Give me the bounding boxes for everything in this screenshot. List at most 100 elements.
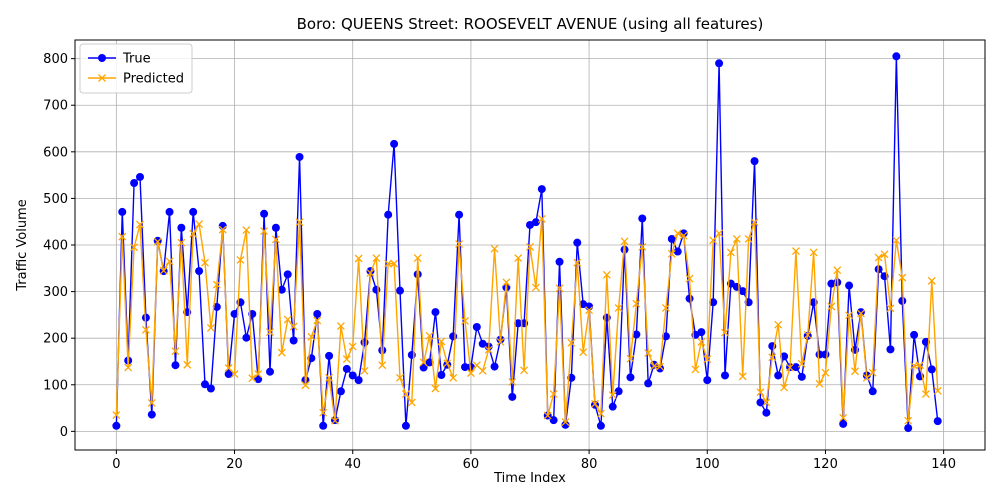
y-tick-label: 400: [43, 239, 68, 254]
data-point: [336, 387, 345, 396]
data-point: [431, 308, 440, 317]
data-point: [531, 283, 540, 292]
data-point: [224, 364, 233, 372]
data-point: [449, 332, 458, 341]
data-point: [709, 298, 718, 307]
data-point: [348, 342, 357, 351]
data-point: [378, 361, 387, 370]
data-point: [851, 367, 859, 376]
data-point: [933, 417, 942, 426]
chart-title: Boro: QUEENS Street: ROOSEVELT AVENUE (u…: [297, 15, 764, 33]
data-point: [514, 254, 523, 263]
data-point: [437, 337, 446, 346]
data-point: [124, 363, 133, 372]
data-point: [147, 410, 156, 419]
data-point: [295, 218, 304, 227]
data-point: [904, 416, 913, 425]
data-point: [201, 380, 209, 389]
y-tick-label: 600: [43, 145, 68, 160]
data-point: [325, 351, 334, 360]
data-point: [118, 232, 127, 241]
data-point: [555, 284, 564, 293]
data-point: [461, 316, 469, 325]
data-point: [218, 225, 227, 234]
data-point: [756, 398, 765, 407]
data-point: [715, 229, 724, 238]
data-point: [673, 229, 682, 238]
data-point: [136, 220, 144, 229]
data-point: [212, 280, 221, 289]
data-point: [266, 328, 274, 337]
data-point: [189, 229, 198, 238]
data-point: [153, 237, 162, 246]
data-point: [596, 421, 605, 430]
data-point: [821, 368, 830, 377]
data-point: [153, 236, 162, 245]
legend-marker: [98, 74, 106, 82]
data-point: [537, 214, 546, 223]
data-point: [201, 258, 209, 267]
data-point: [136, 172, 144, 181]
data-point: [212, 302, 221, 311]
data-point: [703, 355, 712, 364]
legend-label: True: [122, 52, 151, 67]
data-point: [685, 274, 694, 283]
data-point: [401, 421, 410, 430]
data-point: [744, 234, 753, 243]
data-point: [821, 350, 830, 359]
data-point: [543, 411, 552, 420]
data-point: [419, 358, 428, 367]
data-point: [839, 413, 848, 422]
data-point: [661, 303, 670, 312]
x-tick-label: 140: [931, 457, 956, 472]
data-point: [549, 390, 558, 399]
data-point: [266, 367, 274, 376]
data-point: [260, 209, 269, 218]
series-predicted: [112, 214, 942, 427]
data-point: [159, 266, 168, 275]
data-point: [732, 234, 741, 243]
data-point: [892, 236, 901, 245]
data-point: [407, 350, 416, 359]
data-point: [472, 323, 481, 331]
data-point: [360, 366, 369, 375]
data-point: [254, 375, 263, 384]
x-tick-label: 0: [112, 457, 120, 472]
data-point: [130, 179, 139, 188]
data-point: [478, 366, 487, 375]
data-point: [596, 409, 605, 418]
x-tick-label: 100: [695, 457, 720, 472]
data-point: [874, 253, 883, 262]
data-point: [171, 361, 180, 370]
data-point: [165, 207, 174, 216]
data-point: [644, 379, 653, 388]
data-point: [632, 299, 641, 308]
data-point: [786, 363, 794, 372]
data-point: [815, 379, 824, 388]
data-point: [691, 365, 700, 374]
data-point: [797, 372, 806, 381]
data-point: [484, 345, 493, 354]
data-point: [354, 376, 363, 385]
data-point: [319, 408, 328, 417]
data-point: [910, 330, 919, 339]
data-point: [508, 392, 517, 401]
data-point: [401, 390, 410, 399]
data-point: [112, 411, 121, 420]
data-point: [242, 226, 251, 235]
data-point: [738, 287, 747, 296]
legend: True Predicted: [79, 43, 193, 94]
data-point: [342, 355, 351, 364]
data-point: [437, 370, 446, 379]
data-point: [673, 247, 682, 256]
y-tick-label: 200: [43, 332, 68, 347]
data-point: [738, 372, 747, 381]
data-point: [602, 270, 611, 279]
data-point: [360, 338, 369, 347]
data-point: [425, 331, 434, 340]
data-point: [342, 364, 351, 373]
legend-entries: True Predicted: [88, 52, 184, 87]
data-point: [455, 240, 464, 249]
x-tick-label: 120: [813, 457, 838, 472]
